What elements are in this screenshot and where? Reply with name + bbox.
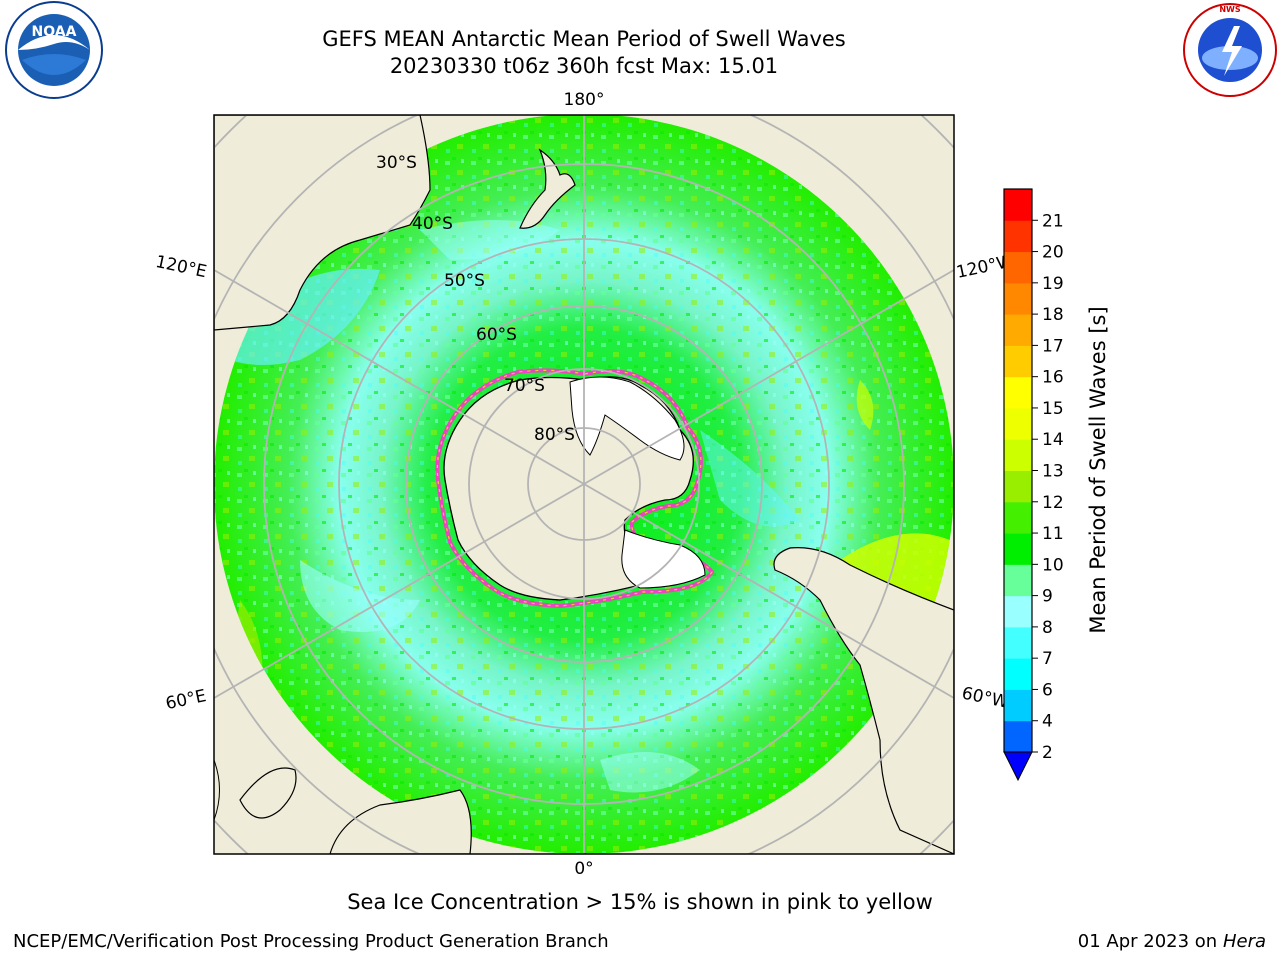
colorbar-bin <box>1004 189 1032 221</box>
colorbar-tick-label: 10 <box>1042 555 1064 575</box>
colorbar-tick-label: 13 <box>1042 462 1064 482</box>
colorbar-tick-label: 9 <box>1042 587 1053 607</box>
colorbar-tick-label: 18 <box>1042 305 1064 325</box>
noaa-logo-text: NOAA <box>32 24 77 40</box>
lat-label-50s: 50°S <box>444 271 485 291</box>
nws-logo-icon: NWS <box>1183 3 1277 97</box>
lon-label-upper-left: 120°E <box>154 252 209 282</box>
colorbar-tick-label: 4 <box>1042 712 1053 732</box>
colorbar-tick-label: 14 <box>1042 430 1064 450</box>
colorbar-label: Mean Period of Swell Waves [s] <box>1086 306 1110 634</box>
colorbar-tick-label: 8 <box>1042 618 1053 638</box>
footer-host: Hera <box>1222 931 1266 952</box>
colorbar-bin <box>1004 658 1032 690</box>
footer-credit: NCEP/EMC/Verification Post Processing Pr… <box>13 931 609 952</box>
land-australia <box>214 115 431 331</box>
land-new-zealand <box>519 148 576 229</box>
colorbar-tick-label: 15 <box>1042 399 1064 419</box>
colorbar-bin <box>1004 282 1032 315</box>
colorbar-bin <box>1004 501 1032 534</box>
colorbar-tick-label: 7 <box>1042 649 1053 669</box>
lat-label-40s: 40°S <box>412 214 453 234</box>
sea-ice-note: Sea Ice Concentration > 15% is shown in … <box>347 890 933 914</box>
colorbar-bin <box>1004 626 1032 659</box>
colorbar-bin <box>1004 470 1032 503</box>
lon-label-lower-left: 60°E <box>164 686 208 714</box>
colorbar-bin <box>1004 564 1032 597</box>
lat-label-30s: 30°S <box>376 153 417 173</box>
colorbar-tick-label: 19 <box>1042 274 1064 294</box>
land-africa <box>329 789 472 854</box>
lon-label-top: 180° <box>564 90 605 110</box>
colorbar-bin <box>1004 407 1032 440</box>
colorbar-tick-label: 20 <box>1042 243 1064 263</box>
colorbar-tick-label: 12 <box>1042 493 1064 513</box>
colorbar-bin <box>1004 595 1032 628</box>
colorbar-bin <box>1004 376 1032 409</box>
colorbar: 2 4 6 7 8 9 10 11 12 13 14 15 16 17 18 19 20 21 <box>1003 188 1064 782</box>
colorbar-bin <box>1004 720 1032 753</box>
colorbar-tick-label: 11 <box>1042 524 1064 544</box>
lat-label-60s: 60°S <box>476 325 517 345</box>
colorbar-bin <box>1004 314 1032 346</box>
colorbar-bin <box>1004 345 1032 378</box>
colorbar-bin <box>1004 220 1032 253</box>
noaa-logo-icon: NOAA <box>5 1 103 99</box>
colorbar-tick-label: 17 <box>1042 336 1064 356</box>
title-line1: GEFS MEAN Antarctic Mean Period of Swell… <box>322 27 846 51</box>
colorbar-tick-label: 2 <box>1042 743 1053 763</box>
colorbar-bin <box>1004 533 1032 565</box>
title-line2: 20230330 t06z 360h fcst Max: 15.01 <box>389 54 779 78</box>
colorbar-tick-label: 21 <box>1042 211 1064 231</box>
lat-label-70s: 70°S <box>504 376 545 396</box>
colorbar-tick-label: 16 <box>1042 368 1064 388</box>
footer-date: 01 Apr 2023 on Hera <box>1078 931 1266 952</box>
land-madagascar <box>239 767 297 819</box>
land-south-america <box>773 547 954 854</box>
lon-label-bottom: 0° <box>574 859 593 879</box>
colorbar-tick-label: 6 <box>1042 680 1053 700</box>
colorbar-bin <box>1004 439 1032 471</box>
footer-date-text: 01 Apr 2023 on <box>1077 931 1223 952</box>
svg-text:NWS: NWS <box>1219 5 1241 14</box>
map-frame <box>213 114 955 855</box>
antarctica <box>435 368 715 609</box>
colorbar-bin <box>1004 689 1032 722</box>
colorbar-bin <box>1004 251 1032 284</box>
lat-label-80s: 80°S <box>534 425 575 445</box>
graticule <box>214 115 954 854</box>
